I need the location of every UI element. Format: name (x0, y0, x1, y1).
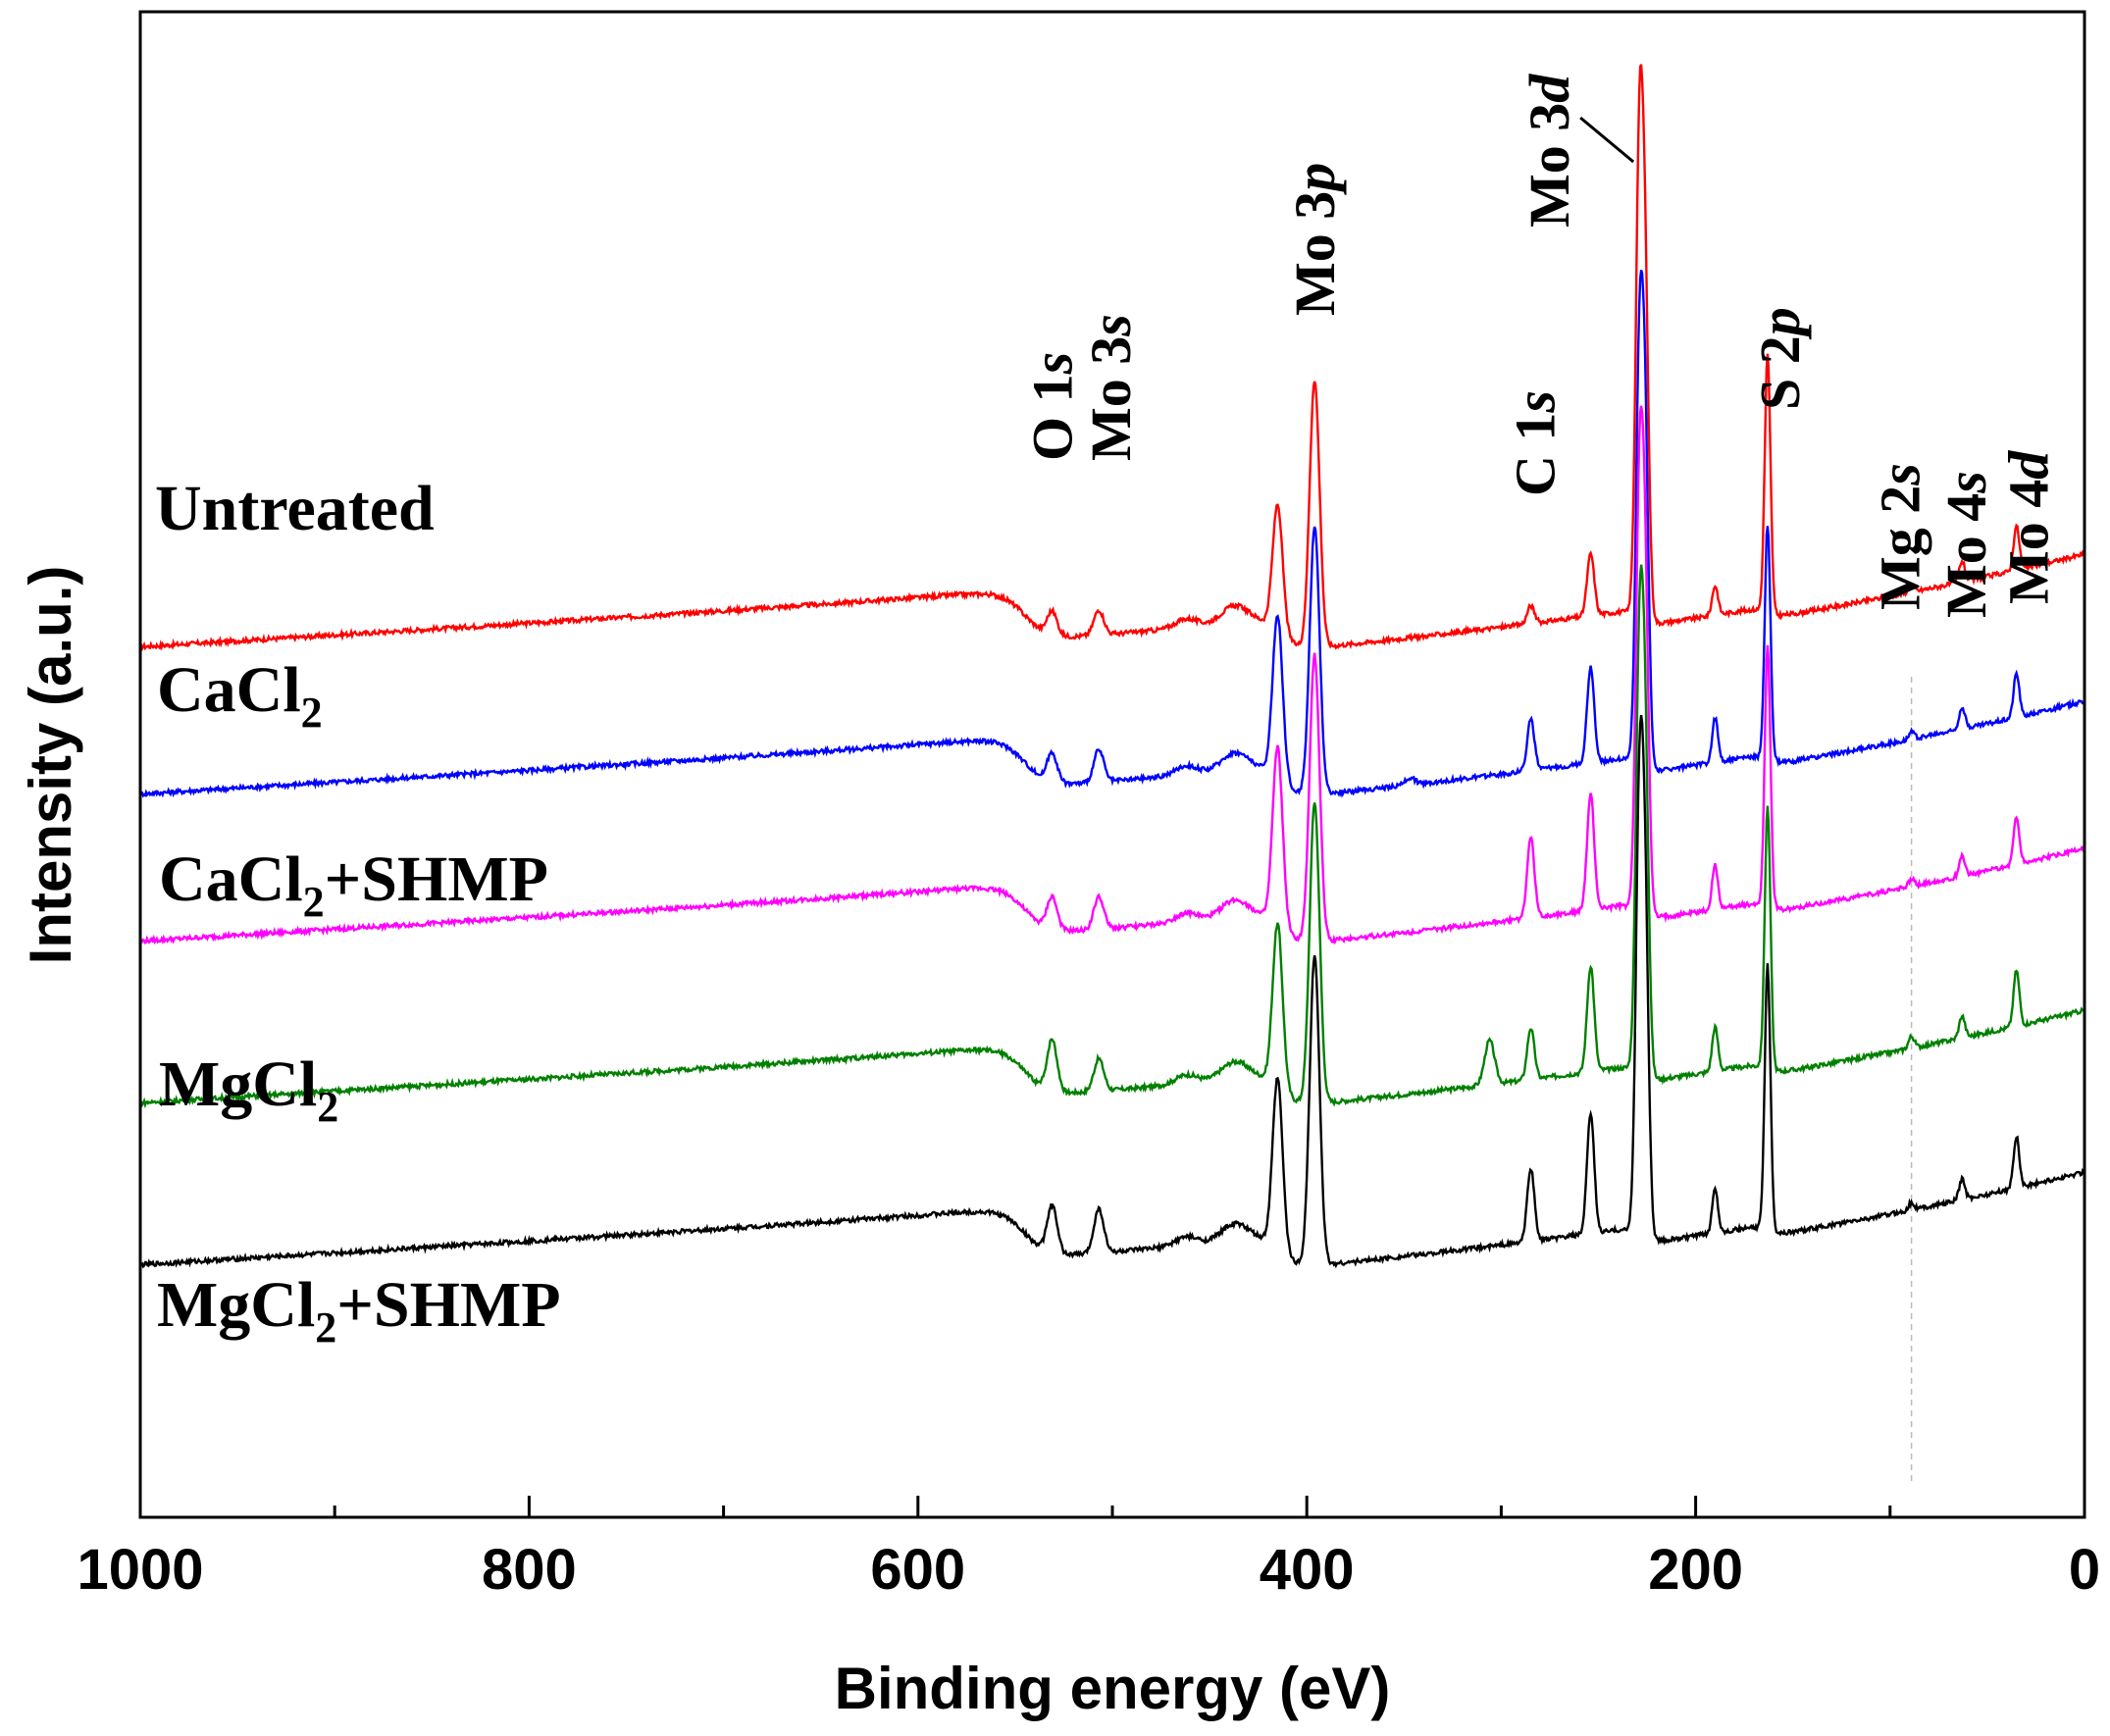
series-line-mgcl2-shmp (139, 714, 2085, 1269)
x-tick-label: 600 (870, 1538, 965, 1602)
x-axis-ticks: 1000 800 600 400 200 0 (77, 1496, 2100, 1602)
mo-3d-leader-line (1579, 116, 1635, 164)
peak-label-mo-3s: Mo 3s (1079, 314, 1143, 461)
peak-label-o-1s: O 1s (1021, 352, 1085, 461)
series-labels: Untreated CaCl2 CaCl2+SHMP MgCl2 MgCl2+SHMP (155, 473, 561, 1352)
peak-label-mo-3p: Mo 3p (1283, 163, 1347, 316)
peak-label-s-2p: S 2p (1748, 307, 1812, 410)
series-label: CaCl2 (157, 654, 323, 737)
plot-frame (138, 10, 2086, 1519)
peak-label-mo-4s: Mo 4s (1934, 471, 1998, 618)
series-label: Untreated (155, 473, 435, 544)
series-label: MgCl2+SHMP (157, 1269, 561, 1352)
x-tick-label: 800 (482, 1538, 577, 1602)
x-axis-title: Binding energy (eV) (835, 1656, 1391, 1721)
series-line-mgcl2 (139, 564, 2085, 1109)
peak-label-c-1s: C 1s (1504, 390, 1568, 496)
plot-area (138, 64, 2086, 1486)
series-label: MgCl2 (159, 1048, 338, 1131)
series-line-cacl2-shmp (138, 405, 2086, 945)
peak-label-mg-2s: Mg 2s (1869, 463, 1932, 610)
y-axis-title: Intensity (a.u.) (18, 566, 83, 965)
x-tick-label: 200 (1648, 1538, 1743, 1602)
series-line-untreated (139, 64, 2086, 652)
peak-label-mo-3d: Mo 3d (1518, 74, 1581, 228)
x-tick-label: 400 (1260, 1538, 1355, 1602)
series-line-cacl2 (138, 269, 2085, 798)
peak-label-mo-4d: Mo 4d (1997, 450, 2061, 604)
x-tick-label: 0 (2069, 1538, 2100, 1602)
series-label: CaCl2+SHMP (159, 843, 548, 926)
x-tick-label: 1000 (77, 1538, 203, 1602)
